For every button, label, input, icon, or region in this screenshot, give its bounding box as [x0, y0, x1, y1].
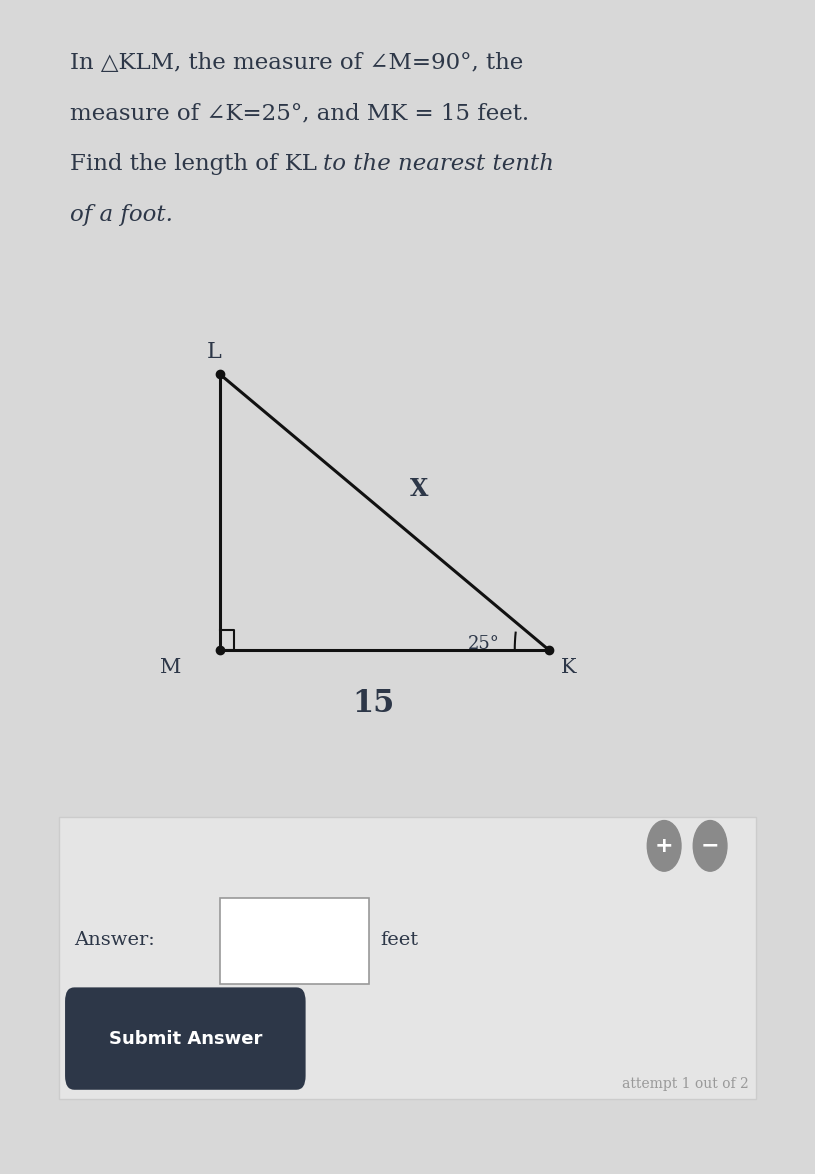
Text: Answer:: Answer:: [74, 931, 155, 950]
FancyBboxPatch shape: [59, 817, 756, 1099]
Text: M: M: [161, 659, 182, 677]
Circle shape: [647, 821, 681, 871]
Text: Submit Answer: Submit Answer: [108, 1030, 262, 1047]
Text: X: X: [410, 477, 428, 501]
Circle shape: [694, 821, 727, 871]
Text: of a foot.: of a foot.: [70, 204, 174, 225]
Text: In △KLM, the measure of ∠M=90°, the: In △KLM, the measure of ∠M=90°, the: [70, 52, 524, 74]
Text: −: −: [701, 836, 720, 856]
Text: to the nearest tenth: to the nearest tenth: [324, 154, 554, 175]
Text: +: +: [654, 836, 673, 856]
Text: Find the length of KL: Find the length of KL: [70, 154, 324, 175]
Text: measure of ∠K=25°, and MK = 15 feet.: measure of ∠K=25°, and MK = 15 feet.: [70, 102, 530, 124]
FancyBboxPatch shape: [65, 987, 306, 1089]
Text: attempt 1 out of 2: attempt 1 out of 2: [622, 1077, 748, 1091]
Text: 15: 15: [352, 688, 394, 720]
Text: feet: feet: [381, 931, 419, 950]
Text: 25°: 25°: [468, 635, 500, 653]
Text: K: K: [561, 659, 576, 677]
FancyBboxPatch shape: [220, 898, 369, 984]
Text: L: L: [207, 340, 222, 363]
